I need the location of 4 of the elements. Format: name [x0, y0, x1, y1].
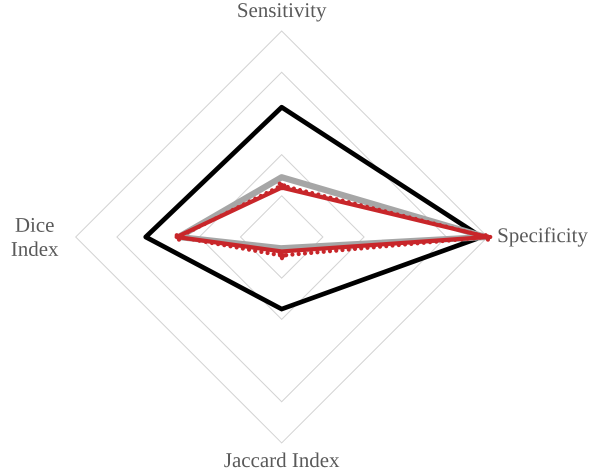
spoke-label: Specificity: [498, 227, 588, 246]
spoke-label: Sensitivity: [238, 2, 326, 22]
spoke-label: Jaccard Index: [224, 452, 340, 468]
spoke-label: Dice Index: [12, 218, 58, 256]
